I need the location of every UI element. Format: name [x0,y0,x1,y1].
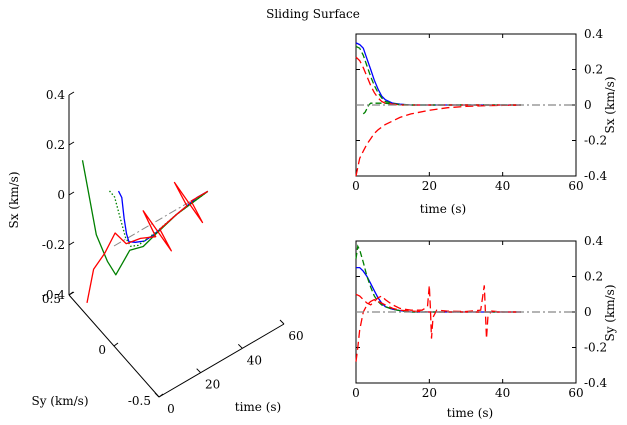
plot-3d-y-tick-label: 0 [98,343,106,357]
plot-3d-x-tick [237,343,243,349]
plot-sy-y-tick-label: 0 [584,305,592,319]
plot-sx-x-tick-label: 20 [422,179,437,193]
plot-3d-y-label: Sy (km/s) [31,394,88,408]
plot-sy-y-tick-label: -0.4 [584,376,608,390]
plot-sx-y-tick-label: 0.2 [584,63,603,77]
plot-sx-series-1 [355,45,521,106]
plot-3d-x-tick-label: 20 [205,378,220,392]
plot-3d-z-tick-label: -0.2 [42,238,65,252]
plot-3d-y-tick [68,291,74,296]
plot-3d-series-1 [109,190,209,247]
plot-sy-time: 0 20 40 60 0.4 0.2 0 -0.2 -0.4 [352,234,607,400]
plot-3d-z-tick [68,141,75,146]
plot-3d-x-tick [279,319,285,325]
plot-3d-x-tick [154,392,160,398]
plot-3d-series-2 [81,160,209,276]
plot-3d-y-tick-label: -0.5 [128,394,151,408]
plot-3d-zero-line [113,190,209,247]
plot-sy-x-tick-label: 20 [422,386,437,400]
plot-3d-x-axis [158,323,285,398]
plot-sx-x-tick-label: 40 [495,179,510,193]
plot-3d-y-tick [113,342,119,347]
plot-3d-z-tick [68,191,75,196]
plot-sy-x-tick-label: 0 [352,386,360,400]
plot-sx-series-4 [355,104,522,177]
plot-3d-x-tick-label: 0 [167,402,175,416]
plot-sx-y-tick-label: 0.4 [584,27,603,41]
plot-sy-series-2 [355,285,521,339]
plot-sy-series-1 [355,244,521,313]
plot-sy-y-label: Sy (km/s) [603,284,617,341]
plot-3d-z-tick-label: 0.4 [46,88,65,102]
plot-sy-x-tick-label: 40 [495,386,510,400]
plot-sx-y-tick-label: 0 [584,98,592,112]
plot-sx-series-3 [355,56,521,106]
plot-3d-x-tick-label: 40 [247,353,262,367]
plot-sx-x-label: time (s) [420,202,466,216]
plot-sx-x-tick-label: 0 [352,179,360,193]
plot-sx-y-label: Sx (km/s) [603,76,617,133]
plot-3d-z-tick-label: 0.2 [46,138,65,152]
plot-sx-y-tick-label: -0.2 [584,134,607,148]
plot-3d-z-tick-label: 0 [57,188,65,202]
plot-sx-y-tick-label: -0.4 [584,169,608,183]
plot-sx-x-tick-label: 60 [568,179,583,193]
plot-3d-series-3 [86,181,209,304]
plot-3d-y-tick-label: 0.5 [42,292,61,306]
plot-3d-x-tick-label: 60 [288,329,303,343]
plot-3d-x-tick [196,368,202,374]
plot-sy-y-tick-label: -0.2 [584,341,607,355]
figure-title: Sliding Surface [266,7,360,21]
plot-3d-z-tick [68,241,75,246]
plot-3d-x-label: time (s) [235,400,281,414]
plot-3d-axes: 0.4 0.2 0 -0.2 -0.40.5 0 -0.5 0 20 40 60 [42,88,304,416]
plot-sy-y-tick-label: 0.2 [584,270,603,284]
plot-sy-series-3 [355,298,521,362]
plot-3d-z-label: Sx (km/s) [7,171,21,228]
plot-3d-series [81,160,209,304]
plot-3d-y-tick [158,393,164,398]
plot-3d-z-tick [68,91,75,96]
plot-sy-series-0 [356,266,521,313]
plot-3d-z-tick-label: -0.4 [42,288,66,302]
plot-sy-x-tick-label: 60 [568,386,583,400]
plot-sx-time: 0 20 40 60 0.4 0.2 0 -0.2 -0.4 [352,27,607,193]
plot-3d: 0.4 0.2 0 -0.2 -0.40.5 0 -0.5 0 20 40 60 Sx (km/s)… [7,88,304,416]
plot-sy-x-label: time (s) [447,406,493,420]
plot-sy-y-tick-label: 0.4 [584,234,603,248]
